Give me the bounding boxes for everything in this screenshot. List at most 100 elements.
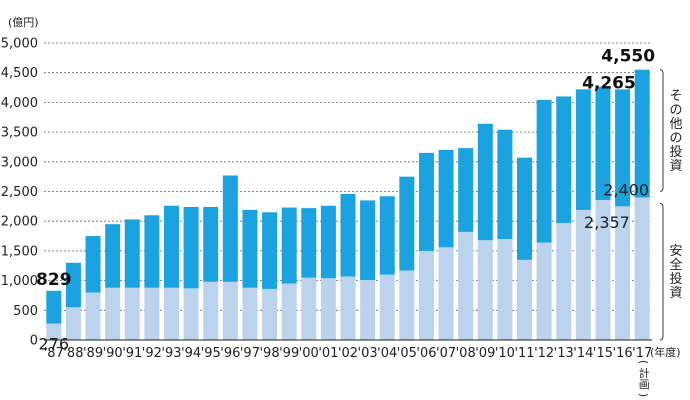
bar-safety-investment [262, 288, 278, 340]
bar-other-investment [183, 206, 199, 289]
bar-other-investment [438, 149, 454, 248]
bar-safety-investment [595, 199, 611, 340]
x-tick-label: '87 [44, 346, 64, 361]
bar-safety-investment [242, 287, 258, 340]
bar-safety-investment [46, 323, 62, 340]
bar-safety-investment [203, 281, 219, 340]
bar-other-investment [379, 196, 395, 275]
series-label-char: の [669, 103, 682, 118]
bar-safety-investment [360, 280, 376, 340]
series-label-char: 安 [669, 244, 682, 259]
bar-safety-investment [144, 287, 160, 340]
bar-safety-investment [497, 239, 513, 340]
x-tick-label: '94 [181, 346, 201, 361]
x-tick-label: '91 [122, 346, 142, 361]
bar-other-investment [418, 152, 434, 251]
x-note-char: ( [637, 360, 650, 364]
bar-safety-investment [634, 197, 650, 340]
x-tick-label: '04 [377, 346, 397, 361]
bar-other-investment [360, 200, 376, 281]
x-tick-label: '96 [220, 346, 240, 361]
bar-other-investment [595, 86, 611, 200]
y-tick-label: 0 [30, 334, 38, 349]
x-tick-label: '02 [338, 346, 358, 361]
x-tick-label: '93 [161, 346, 181, 361]
bar-other-investment [634, 69, 650, 198]
y-tick-label: 500 [13, 304, 38, 319]
x-tick-label: '90 [103, 346, 123, 361]
y-tick-label: 2,000 [1, 215, 38, 230]
bracket-line [659, 202, 664, 341]
bar-other-investment [85, 236, 101, 293]
x-tick-label: '07 [436, 346, 456, 361]
x-axis: '87'88'89'90'91'92'93'94'95'96'97'98'99 '… [44, 339, 652, 397]
bar-other-investment [477, 123, 493, 241]
bar-other-investment [556, 96, 572, 223]
y-tick-label: 1,000 [1, 274, 38, 289]
x-note-char: 画 [639, 378, 650, 391]
bar-safety-investment [556, 222, 572, 340]
x-tick-label: '95 [201, 346, 221, 361]
bar-safety-investment [458, 231, 474, 340]
annotations: 829 276 4,265 2,357 4,550 2,400 [36, 47, 655, 354]
x-tick-label: '88 [63, 346, 83, 361]
value-label: 4,265 [582, 74, 636, 94]
x-tick-label: '89 [83, 346, 103, 361]
bar-safety-investment [575, 209, 591, 340]
y-tick-label: 3,000 [1, 155, 38, 170]
x-tick-label: '11 [514, 346, 534, 361]
bar-safety-investment [163, 287, 179, 340]
y-unit-label: (億円) [8, 16, 39, 29]
bar-other-investment [575, 89, 591, 210]
y-tick-label: 4,000 [1, 96, 38, 111]
bar-other-investment [105, 224, 121, 288]
y-tick-label: 5,000 [1, 37, 38, 52]
bar-other-investment [615, 89, 631, 207]
x-tick-label: '09 [475, 346, 495, 361]
x-tick-label: '16 [613, 346, 633, 361]
series-label-char: 資 [669, 159, 682, 174]
bar-other-investment [399, 176, 415, 271]
x-tick-label: '03 [358, 346, 378, 361]
bar-safety-investment [65, 307, 81, 340]
bar-safety-investment [615, 206, 631, 340]
bar-safety-investment [517, 259, 533, 340]
x-tick-label: '14 [573, 346, 593, 361]
value-label: 276 [39, 335, 70, 354]
value-label: 4,550 [601, 47, 655, 67]
bar-other-investment [203, 206, 219, 282]
value-label: 829 [36, 270, 72, 290]
x-tick-label: '12 [534, 346, 554, 361]
bar-safety-investment [399, 270, 415, 340]
bar-safety-investment [320, 278, 336, 340]
bar-other-investment [536, 100, 552, 243]
series-label-char: そ [669, 89, 682, 104]
bar-safety-investment [536, 242, 552, 340]
series-label-char: 投 [669, 271, 682, 287]
bar-other-investment [320, 205, 336, 279]
bar-other-investment [262, 212, 278, 289]
bar-other-investment [144, 215, 160, 288]
bar-other-investment [124, 219, 140, 288]
series-label-char: 資 [669, 286, 682, 301]
bars [46, 69, 650, 340]
bar-safety-investment [477, 240, 493, 340]
bar-other-investment [46, 290, 62, 324]
bar-safety-investment [301, 277, 317, 340]
value-label: 2,357 [584, 213, 630, 232]
bar-other-investment [340, 193, 356, 277]
bar-other-investment [242, 209, 258, 288]
bar-safety-investment [183, 288, 199, 340]
bar-safety-investment [105, 287, 121, 340]
series-label-char: の [669, 131, 682, 146]
y-tick-label: 3,500 [1, 126, 38, 141]
x-tick-label: '01 [318, 346, 338, 361]
x-tick-label: '99 [279, 346, 299, 361]
bar-safety-investment [340, 276, 356, 340]
bar-other-investment [163, 205, 179, 288]
bar-safety-investment [281, 283, 297, 340]
bar-safety-investment [124, 287, 140, 340]
series-label-char: 全 [669, 257, 682, 273]
